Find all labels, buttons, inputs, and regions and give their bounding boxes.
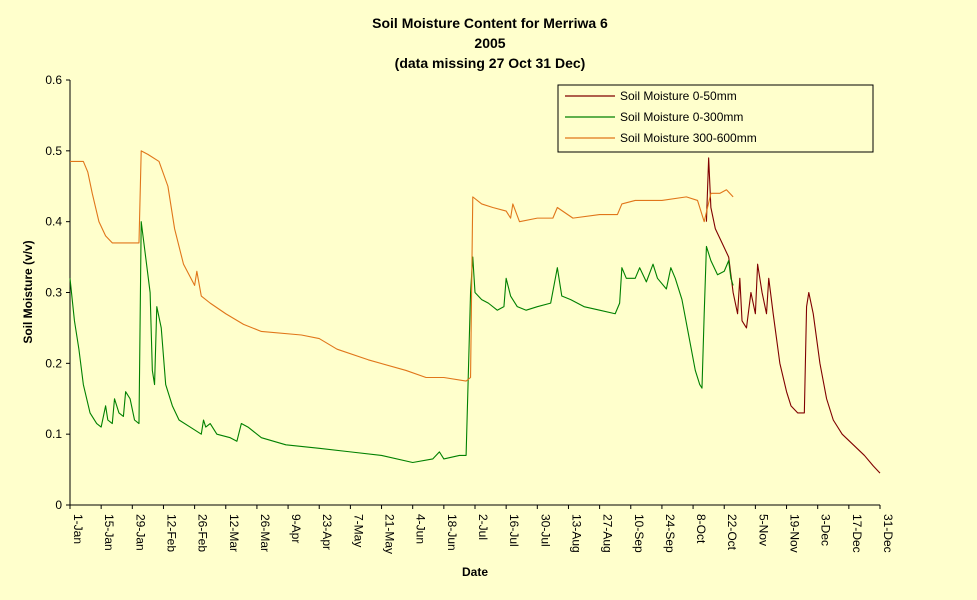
chart-subtitle-note: (data missing 27 Oct 31 Dec)	[395, 55, 586, 71]
series-line-soil-moisture-0-50mm	[705, 157, 881, 474]
y-axis-title: Soil Moisture (v/v)	[21, 240, 35, 343]
x-tick-label: 5-Nov	[756, 514, 770, 546]
x-tick-label: 19-Nov	[788, 514, 802, 553]
legend-label-0-50mm: Soil Moisture 0-50mm	[620, 89, 737, 103]
x-tick-label: 23-Apr	[320, 514, 334, 550]
x-tick-label: 24-Sep	[663, 514, 677, 553]
x-tick-label: 2-Jul	[476, 514, 490, 540]
x-tick-label: 8-Oct	[694, 514, 708, 544]
y-tick-label: 0.2	[45, 356, 62, 370]
x-tick-label: 12-Feb	[164, 514, 178, 552]
x-tick-label: 12-Mar	[227, 514, 241, 552]
y-tick-label: 0.3	[45, 286, 62, 300]
x-tick-label: 17-Dec	[850, 514, 864, 553]
y-axis-ticks: 0 0.1 0.2 0.3 0.4 0.5 0.6	[45, 73, 70, 512]
legend: Soil Moisture 0-50mm Soil Moisture 0-300…	[557, 84, 874, 153]
x-tick-label: 21-May	[383, 514, 397, 554]
legend-label-0-300mm: Soil Moisture 0-300mm	[620, 110, 743, 124]
series-line-soil-moisture-0-300mm	[69, 221, 734, 464]
x-tick-label: 7-May	[351, 514, 365, 547]
legend-label-300-600mm: Soil Moisture 300-600mm	[620, 131, 757, 145]
x-tick-label: 22-Oct	[725, 514, 739, 551]
x-tick-label: 26-Mar	[258, 514, 272, 552]
chart-subtitle-year: 2005	[474, 35, 505, 51]
x-tick-label: 10-Sep	[632, 514, 646, 553]
x-tick-label: 3-Dec	[819, 514, 833, 546]
x-tick-label: 4-Jun	[414, 514, 428, 544]
x-tick-label: 1-Jan	[71, 514, 85, 544]
x-tick-label: 13-Aug	[569, 514, 583, 553]
x-tick-label: 30-Jul	[538, 514, 552, 547]
x-tick-label: 27-Aug	[601, 514, 615, 553]
y-tick-label: 0	[55, 498, 62, 512]
x-axis-title: Date	[462, 565, 488, 579]
x-tick-label: 18-Jun	[445, 514, 459, 551]
x-tick-label: 29-Jan	[133, 514, 147, 551]
x-tick-label: 31-Dec	[881, 514, 895, 553]
y-tick-label: 0.5	[45, 144, 62, 158]
y-tick-label: 0.4	[45, 215, 62, 229]
x-tick-label: 16-Jul	[507, 514, 521, 547]
x-tick-label: 26-Feb	[196, 514, 210, 552]
x-tick-label: 15-Jan	[102, 514, 116, 551]
x-tick-label: 9-Apr	[289, 514, 303, 543]
x-axis-ticks: 1-Jan 15-Jan 29-Jan 12-Feb 26-Feb 12-Mar 26-Ma…	[69, 505, 895, 554]
chart-title: Soil Moisture Content for Merriwa 6	[372, 15, 608, 31]
series-line-soil-moisture-300-600mm	[70, 150, 734, 382]
series-layer	[69, 150, 881, 474]
y-tick-label: 0.6	[45, 73, 62, 87]
y-tick-label: 0.1	[45, 427, 62, 441]
